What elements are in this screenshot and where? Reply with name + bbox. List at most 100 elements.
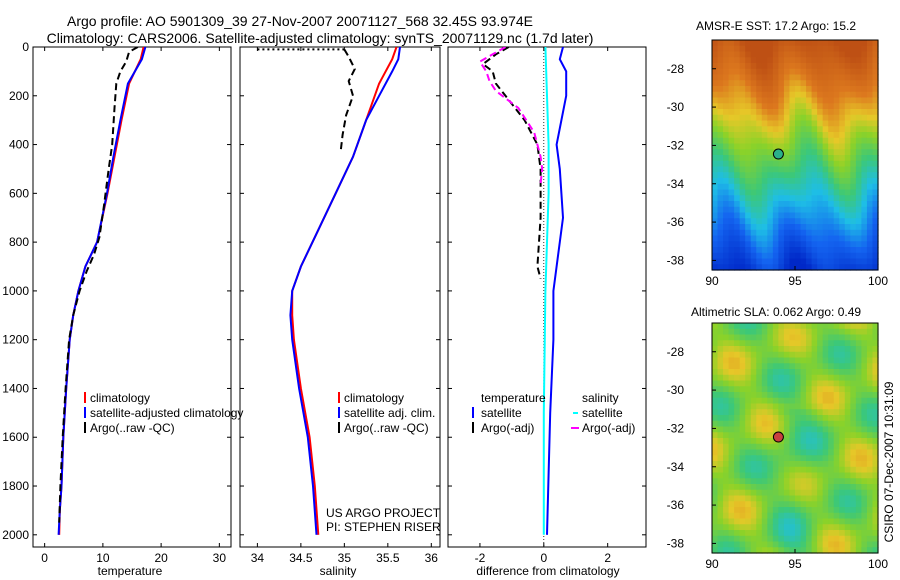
map-cell xyxy=(745,438,752,445)
map-cell xyxy=(778,264,785,271)
map-cell xyxy=(767,218,774,225)
map-cell xyxy=(828,397,835,405)
map-cell xyxy=(728,501,735,508)
map-cell xyxy=(750,547,757,554)
salinity-series-1 xyxy=(289,47,401,535)
map-cell xyxy=(717,495,724,502)
map-cell xyxy=(833,409,840,416)
map-cell xyxy=(734,241,741,248)
map-cell xyxy=(734,524,741,531)
map-cell xyxy=(839,120,846,127)
map-cell xyxy=(800,258,807,265)
map-cell xyxy=(828,201,835,208)
map-cell xyxy=(839,143,846,150)
map-cell xyxy=(822,328,829,336)
map-cell xyxy=(817,229,824,237)
map-cell xyxy=(717,351,724,359)
map-cell xyxy=(817,357,824,364)
map-cell xyxy=(872,512,879,520)
map-cell xyxy=(717,218,724,225)
map-cell xyxy=(850,369,857,376)
map-cell xyxy=(839,212,846,219)
map-cell xyxy=(728,201,735,208)
map-cell xyxy=(806,166,813,173)
map-cell xyxy=(734,235,741,242)
map-cell xyxy=(712,351,719,359)
map-cell xyxy=(712,57,719,64)
map-cell xyxy=(855,86,862,93)
map-cell xyxy=(772,334,779,341)
map-cell xyxy=(833,328,840,336)
map-cell xyxy=(717,229,724,237)
map-cell xyxy=(811,247,818,254)
map-cell xyxy=(839,455,846,462)
temperature-series-1 xyxy=(57,47,147,535)
map-cell xyxy=(745,374,752,382)
map-cell xyxy=(828,507,835,514)
map-cell xyxy=(839,334,846,341)
map-cell xyxy=(866,547,874,554)
map-cell xyxy=(767,501,774,508)
map-cell xyxy=(839,495,846,502)
map-cell xyxy=(789,132,796,139)
map-cell xyxy=(800,495,807,502)
map-cell xyxy=(778,189,785,196)
y-tick-label: -34 xyxy=(667,460,685,474)
map-cell xyxy=(811,340,818,347)
map-cell xyxy=(844,252,851,260)
map-cell xyxy=(795,51,802,58)
map-cell xyxy=(828,466,835,474)
map-cell xyxy=(828,374,835,382)
map-cell xyxy=(717,443,724,451)
map-cell xyxy=(783,432,791,439)
map-cell xyxy=(750,363,757,370)
map-cell xyxy=(717,426,724,433)
map-cell xyxy=(728,189,735,196)
map-cell xyxy=(723,40,730,47)
map-cell xyxy=(866,241,874,248)
map-cell xyxy=(717,235,724,242)
map-cell xyxy=(761,103,768,110)
map-cell xyxy=(795,449,802,456)
map-cell xyxy=(872,264,879,271)
map-cell xyxy=(800,149,807,156)
map-cell xyxy=(822,541,829,548)
map-cell xyxy=(866,346,874,353)
map-cell xyxy=(866,449,874,456)
map-cell xyxy=(861,57,868,64)
map-cell xyxy=(833,357,840,364)
map-cell xyxy=(717,137,724,145)
map-cell xyxy=(795,247,802,254)
map-cell xyxy=(761,507,768,514)
map-cell xyxy=(789,252,796,260)
map-cell xyxy=(800,351,807,359)
map-cell xyxy=(734,328,741,336)
map-cell xyxy=(750,178,757,185)
map-cell xyxy=(723,252,730,260)
map-cell xyxy=(734,507,741,514)
map-cell xyxy=(723,547,730,554)
map-cell xyxy=(800,547,807,554)
map-cell xyxy=(872,114,879,122)
argo-location-marker xyxy=(772,431,784,443)
map-cell xyxy=(806,403,813,410)
map-cell xyxy=(789,178,796,185)
map-cell xyxy=(872,137,879,145)
map-cell xyxy=(728,109,735,116)
map-cell xyxy=(772,218,779,225)
map-cell xyxy=(866,541,874,548)
map-cell xyxy=(817,224,824,231)
map-cell xyxy=(850,212,857,219)
map-cell xyxy=(806,530,813,537)
map-cell xyxy=(756,489,763,497)
map-cell xyxy=(844,91,851,99)
map-cell xyxy=(739,369,746,376)
map-cell xyxy=(778,86,785,93)
map-cell xyxy=(745,392,752,399)
map-cell xyxy=(750,74,757,81)
map-cell xyxy=(850,252,857,260)
map-cell xyxy=(872,80,879,87)
map-cell xyxy=(817,137,824,145)
map-cell xyxy=(761,466,768,474)
map-cell xyxy=(828,449,835,456)
